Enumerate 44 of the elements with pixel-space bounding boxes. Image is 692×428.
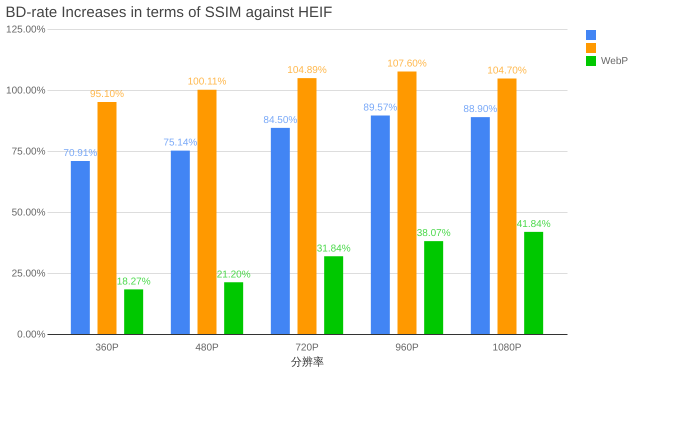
data-label: 70.91% <box>63 148 98 159</box>
y-tick-label: 25.00% <box>12 268 46 280</box>
bar <box>270 128 290 334</box>
data-label: 89.57% <box>363 102 398 114</box>
x-tick-label: 960P <box>395 342 420 354</box>
bar <box>124 289 144 334</box>
chart-title: BD-rate Increases in terms of SSIM against HEIF <box>6 4 332 21</box>
data-label: 38.07% <box>416 228 451 240</box>
data-label: 104.70% <box>487 66 527 77</box>
bar <box>70 160 90 334</box>
bar <box>470 117 490 334</box>
bar <box>324 256 344 334</box>
y-tick-label: 125.00% <box>6 24 46 36</box>
x-tick-label: 1080P <box>492 342 522 354</box>
data-label: 41.84% <box>516 218 551 230</box>
y-tick-label: 100.00% <box>6 86 46 96</box>
bar <box>98 102 116 334</box>
bar <box>224 282 244 334</box>
data-label: 75.14% <box>163 138 198 149</box>
data-label: 84.50% <box>263 114 298 126</box>
bar <box>498 78 516 334</box>
data-label: 21.20% <box>216 269 251 280</box>
bar <box>398 71 416 334</box>
x-axis-title: 分辨率 <box>291 356 324 368</box>
data-label: 107.60% <box>387 58 427 70</box>
bar <box>524 232 544 334</box>
x-tick-label: 360P <box>95 342 120 354</box>
y-tick-label: 50.00% <box>12 208 46 218</box>
data-label: 100.11% <box>188 76 226 88</box>
bar <box>198 90 216 334</box>
bar <box>170 150 190 334</box>
x-tick-label: 480P <box>195 342 220 354</box>
data-label: 18.27% <box>116 276 151 288</box>
bar <box>370 115 390 334</box>
x-tick-label: 720P <box>295 342 320 354</box>
data-label: 104.89% <box>287 65 327 76</box>
y-tick-label: 75.00% <box>12 146 46 158</box>
y-tick-label: 0.00% <box>17 330 46 340</box>
bar <box>298 78 316 334</box>
data-label: 31.84% <box>316 243 351 254</box>
data-label: 88.90% <box>463 104 498 116</box>
legend-label: WebP <box>601 56 628 67</box>
data-label: 95.10% <box>90 88 124 100</box>
bar <box>424 241 444 334</box>
